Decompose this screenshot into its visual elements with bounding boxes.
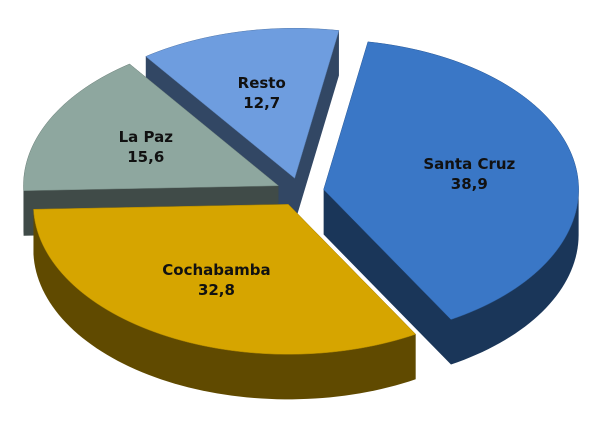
slice-label: La Paz <box>119 128 174 146</box>
slice-label: Santa Cruz <box>423 155 515 173</box>
value-label: 15,6 <box>127 148 164 166</box>
slice-label: Resto <box>238 74 286 92</box>
slice <box>33 204 417 355</box>
value-label: 32,8 <box>198 281 235 299</box>
slice <box>145 27 340 179</box>
slice <box>323 41 579 320</box>
value-label: 12,7 <box>243 94 280 112</box>
value-label: 38,9 <box>451 175 488 193</box>
slice <box>23 63 280 191</box>
slice-label: Cochabamba <box>162 261 270 279</box>
